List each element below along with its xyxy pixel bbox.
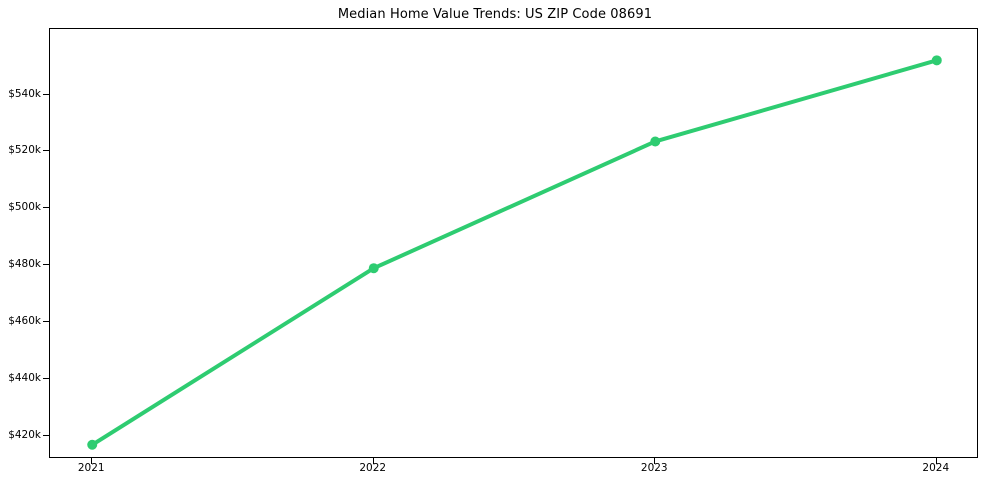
series-line-median-home-value	[90, 58, 939, 447]
y-axis-tick-label: $420k	[8, 429, 41, 442]
data-point-marker	[931, 55, 942, 66]
x-axis-tick-label: 2021	[77, 462, 105, 474]
data-point-marker	[650, 136, 661, 147]
y-axis-tick-label: $520k	[8, 144, 41, 157]
x-axis-tick-label: 2022	[359, 462, 387, 474]
line-series-svg	[87, 55, 942, 450]
data-point-marker	[368, 263, 379, 274]
x-axis-tick-label: 2023	[640, 462, 668, 474]
y-axis-tick-labels: $420k $440k $460k $480k $500k $520k $540k	[0, 0, 41, 490]
x-axis-tick-label: 2024	[922, 462, 950, 474]
series-markers	[87, 55, 942, 450]
data-point-marker	[87, 439, 98, 450]
chart-title: Median Home Value Trends: US ZIP Code 08…	[337, 7, 653, 22]
y-axis-tick-label: $500k	[8, 201, 41, 214]
y-axis-tick-label: $540k	[8, 87, 41, 100]
plot-area	[49, 28, 978, 458]
y-axis-tick-label: $440k	[8, 372, 41, 385]
y-axis-tick-label: $480k	[8, 258, 41, 271]
y-axis-tick-label: $460k	[8, 315, 41, 328]
